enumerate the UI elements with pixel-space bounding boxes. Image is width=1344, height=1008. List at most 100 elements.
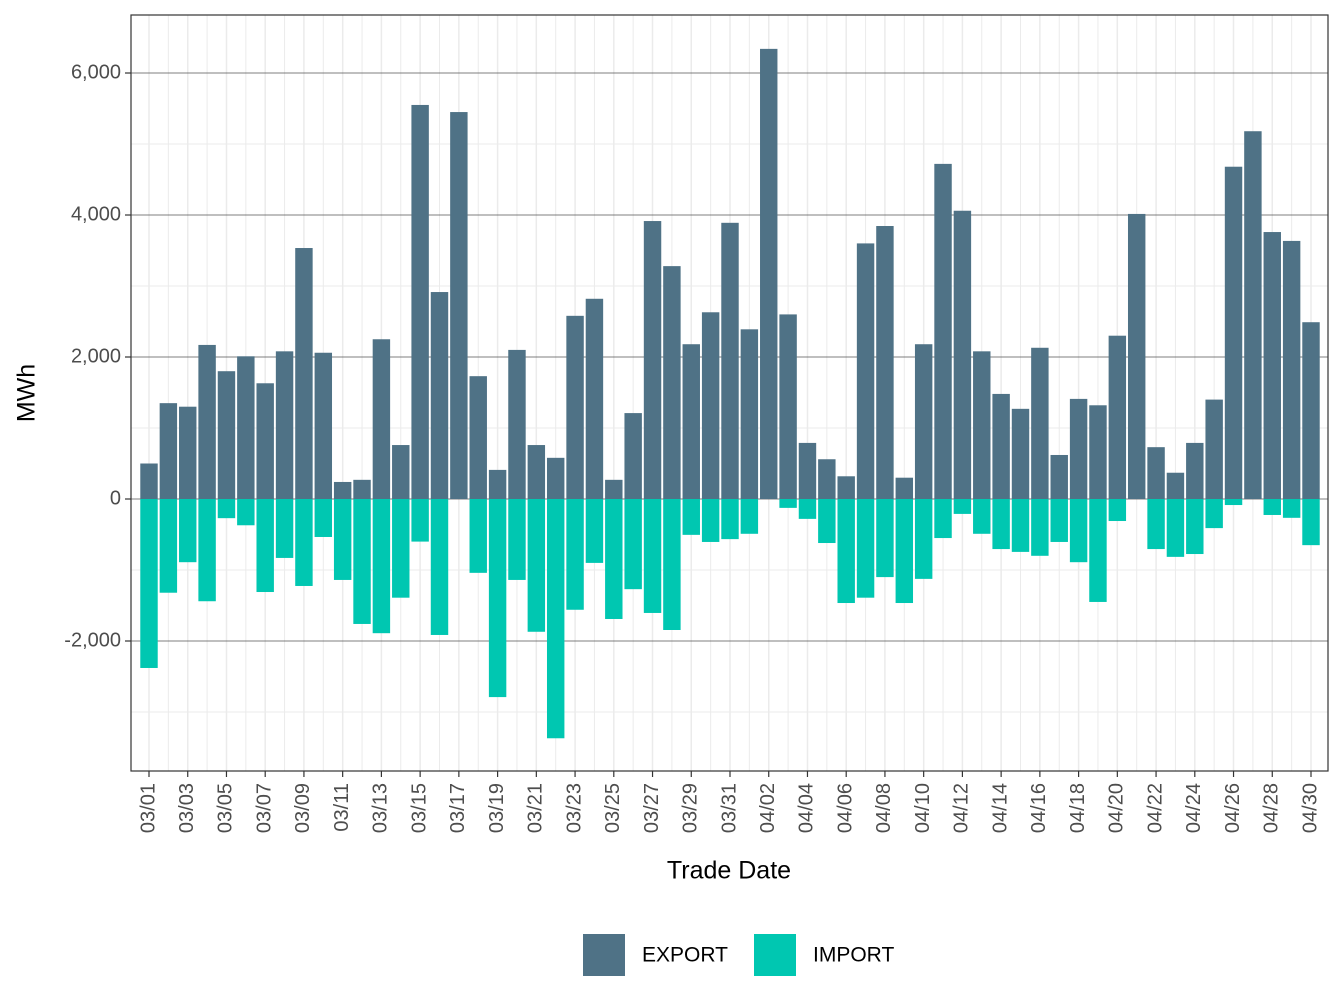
x-tick-label: 04/18 xyxy=(1067,783,1089,833)
x-tick-label: 03/19 xyxy=(486,783,508,833)
bar xyxy=(1205,399,1223,500)
bar xyxy=(624,413,642,500)
bar xyxy=(585,298,604,500)
bar xyxy=(295,499,313,586)
bar xyxy=(430,292,449,500)
bar xyxy=(721,499,739,540)
x-tick-label: 04/16 xyxy=(1028,783,1050,833)
x-tick-label: 03/03 xyxy=(176,783,198,833)
x-tick-label: 04/24 xyxy=(1183,783,1205,833)
x-tick-label: 03/21 xyxy=(525,783,547,833)
bar xyxy=(837,499,855,604)
bar xyxy=(876,226,894,500)
bar xyxy=(1263,232,1281,500)
bar xyxy=(1127,213,1146,500)
bar xyxy=(1069,499,1088,563)
bar xyxy=(914,344,933,500)
bar xyxy=(992,499,1010,550)
x-tick-label: 03/09 xyxy=(292,783,314,833)
bar xyxy=(1108,335,1127,500)
bar xyxy=(140,463,158,500)
x-tick-label: 04/12 xyxy=(951,783,973,833)
bar xyxy=(585,499,604,563)
bar xyxy=(353,499,371,624)
y-axis-title: MWh xyxy=(13,364,41,422)
bar xyxy=(295,248,313,500)
bar xyxy=(198,344,216,500)
x-tick-label: 03/31 xyxy=(718,783,740,833)
bar xyxy=(818,459,836,500)
x-tick-label: 03/01 xyxy=(137,783,159,833)
bar xyxy=(701,312,720,500)
x-tick-label: 03/07 xyxy=(253,783,275,833)
bar xyxy=(566,499,584,610)
bar xyxy=(1166,472,1185,500)
bar xyxy=(934,499,952,539)
bar xyxy=(1089,405,1107,500)
x-tick-label: 04/20 xyxy=(1106,783,1128,833)
bar xyxy=(682,344,700,500)
bar xyxy=(624,499,642,590)
x-tick-label: 04/06 xyxy=(834,783,856,833)
bar xyxy=(779,499,797,508)
bar xyxy=(1186,499,1204,555)
bar xyxy=(643,499,662,613)
bar xyxy=(605,499,623,619)
legend-label: EXPORT xyxy=(642,944,728,967)
bar xyxy=(1224,499,1243,506)
x-tick-label: 04/04 xyxy=(796,783,818,833)
bar xyxy=(546,457,565,500)
bar xyxy=(1031,347,1049,500)
bar xyxy=(314,499,333,537)
x-tick-label: 03/25 xyxy=(602,783,624,833)
bar xyxy=(682,499,700,535)
bar xyxy=(779,314,797,500)
bar xyxy=(566,315,584,500)
bar xyxy=(663,266,681,500)
y-tick-label: -2,000 xyxy=(64,629,121,651)
bar xyxy=(392,499,410,598)
bar xyxy=(1147,447,1165,500)
bar xyxy=(721,222,739,500)
bar xyxy=(1282,499,1301,518)
bar xyxy=(1147,499,1165,550)
bar xyxy=(1166,499,1185,557)
bar xyxy=(740,499,759,534)
bar xyxy=(1282,240,1301,500)
bar xyxy=(372,499,391,634)
x-tick-label: 04/02 xyxy=(757,783,779,833)
bar xyxy=(508,349,526,500)
y-tick-label: 0 xyxy=(110,487,121,509)
bar xyxy=(1224,166,1243,500)
bar xyxy=(314,352,333,500)
bar xyxy=(237,499,255,526)
bar xyxy=(856,499,875,598)
bar xyxy=(1302,499,1320,546)
bar xyxy=(488,469,507,500)
bar xyxy=(818,499,836,544)
bar xyxy=(1263,499,1281,515)
bar xyxy=(508,499,526,580)
bar xyxy=(837,476,855,500)
x-tick-label: 03/27 xyxy=(641,783,663,833)
bar xyxy=(256,499,274,593)
bar xyxy=(1031,499,1049,556)
x-axis-title: Trade Date xyxy=(667,857,791,885)
bar xyxy=(992,393,1010,500)
x-tick-label: 03/15 xyxy=(408,783,430,833)
x-tick-label: 03/29 xyxy=(680,783,702,833)
bar xyxy=(1302,322,1320,500)
bar xyxy=(798,499,817,519)
bar xyxy=(1205,499,1223,529)
bar xyxy=(934,163,952,500)
bar xyxy=(643,221,662,500)
bar xyxy=(895,499,914,604)
bar xyxy=(605,479,623,500)
bar xyxy=(953,210,972,500)
bar xyxy=(469,376,487,500)
x-tick-label: 04/08 xyxy=(873,783,895,833)
x-tick-label: 04/30 xyxy=(1299,783,1321,833)
bar xyxy=(856,243,875,500)
bar xyxy=(1050,499,1068,542)
x-tick-label: 04/28 xyxy=(1261,783,1283,833)
